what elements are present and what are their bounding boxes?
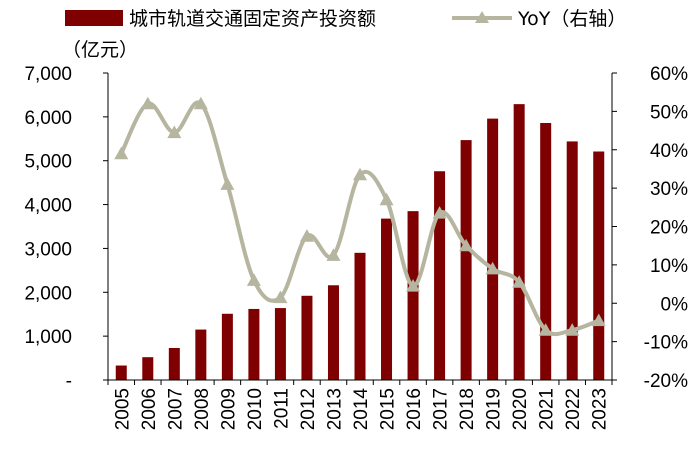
x-tick-label: 2011	[271, 388, 292, 429]
left-tick-label: 2,000	[24, 283, 72, 304]
x-tick-label: 2015	[378, 388, 399, 430]
yoy-point-2020	[512, 275, 527, 288]
bar-2015	[381, 218, 393, 380]
bar-2019	[487, 118, 499, 381]
x-tick-label: 2007	[165, 388, 186, 430]
yoy-point-2016	[406, 278, 421, 292]
yoy-point-2022	[565, 323, 580, 336]
bar-2020	[513, 104, 525, 380]
yoy-point-2014	[353, 167, 367, 181]
right-axis: -20% -10% 0% 10% 20% 30% 40% 50% 60%	[611, 64, 689, 392]
legend-line-marker-triangle	[475, 11, 489, 23]
bar-2021	[540, 122, 552, 381]
bar-2007	[168, 347, 180, 380]
bar-2011	[274, 308, 286, 380]
left-tick-label: 7,000	[24, 64, 72, 85]
left-tick-label: 3,000	[24, 239, 72, 260]
x-tick-label: 2010	[245, 388, 266, 430]
legend: 城市轨道交通固定资产投资额 YoY（右轴）	[65, 8, 626, 30]
yoy-point-2013	[326, 248, 341, 261]
bar-2008	[195, 329, 207, 380]
yoy-point-2008	[193, 96, 208, 110]
legend-bar-label: 城市轨道交通固定资产投资额	[129, 8, 376, 30]
left-tick-label: 1,000	[24, 327, 72, 348]
x-tick-label: 2013	[324, 388, 345, 430]
bar-2014	[354, 252, 366, 380]
bar-2012	[301, 295, 313, 380]
x-tick-label: 2020	[510, 388, 531, 430]
bar-2009	[221, 313, 233, 380]
bar-2010	[248, 308, 260, 380]
yoy-point-2011	[273, 290, 288, 304]
left-tick-label: 6,000	[24, 108, 72, 129]
right-tick-label: 30%	[650, 179, 688, 200]
bar-series	[115, 104, 605, 381]
bar-2017	[434, 171, 446, 380]
x-tick-label: 2012	[298, 388, 319, 430]
legend-line-label: YoY（右轴）	[517, 8, 626, 30]
right-tick-label: 50%	[650, 102, 688, 123]
right-tick-label: -10%	[644, 333, 688, 354]
line-series	[114, 96, 606, 337]
right-tick-label: -20%	[644, 371, 688, 392]
x-tick-label: 2023	[590, 388, 611, 430]
left-tick-label: 5,000	[24, 152, 72, 173]
bar-2022	[566, 141, 578, 380]
yoy-point-2007	[167, 125, 182, 139]
x-tick-label: 2016	[404, 388, 425, 430]
x-tick-label: 2008	[192, 388, 213, 430]
yoy-point-2012	[299, 229, 314, 242]
bar-2023	[593, 151, 605, 380]
yoy-point-2017	[432, 206, 447, 219]
yoy-point-2019	[485, 261, 500, 275]
x-tick-label: 2014	[351, 388, 372, 431]
right-tick-label: 60%	[650, 64, 688, 85]
yoy-point-2006	[140, 96, 155, 110]
yoy-point-2009	[220, 177, 235, 190]
right-tick-label: 0%	[661, 294, 689, 315]
yoy-point-2021	[538, 323, 553, 336]
x-tick-label: 2009	[218, 388, 239, 430]
yoy-point-2005	[114, 146, 129, 160]
unit-label: （亿元）	[62, 39, 138, 61]
bar-2018	[460, 140, 472, 380]
x-tick-label: 2006	[139, 388, 160, 430]
yoy-point-2023	[591, 313, 606, 327]
yoy-point-2015	[379, 192, 394, 206]
bar-2005	[115, 365, 127, 380]
bar-2013	[327, 285, 339, 380]
right-tick-label: 20%	[650, 218, 688, 239]
x-tick-label: 2005	[112, 388, 133, 430]
left-tick-label: 4,000	[24, 196, 72, 217]
yoy-point-2018	[459, 238, 474, 252]
x-tick-label: 2018	[457, 388, 478, 430]
x-tick-label: 2021	[537, 388, 558, 430]
x-axis: 2005 2006 2007 2008 2009 2010 2011 2012 2013 2014…	[107, 379, 613, 431]
x-tick-label: 2019	[484, 388, 505, 430]
bar-2006	[142, 357, 154, 380]
legend-bar-swatch	[65, 10, 123, 26]
x-tick-label: 2017	[431, 388, 452, 430]
right-tick-label: 40%	[650, 141, 688, 162]
left-tick-label: -	[66, 371, 72, 392]
left-axis: - 1,000 2,000 3,000 4,000 5,000 6,000 7,000	[24, 64, 109, 392]
x-tick-label: 2022	[563, 388, 584, 430]
yoy-point-2010	[246, 273, 261, 286]
right-tick-label: 10%	[650, 256, 688, 277]
bar-2016	[407, 211, 419, 380]
